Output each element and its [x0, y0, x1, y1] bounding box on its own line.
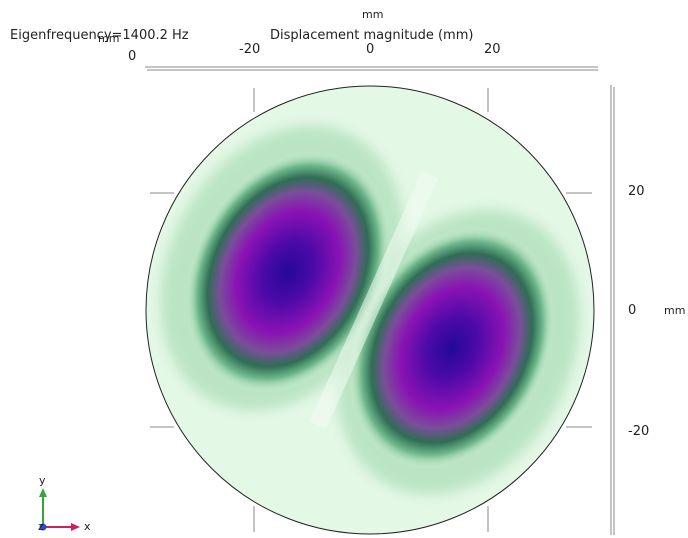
- displacement-lobe-lower-right: [348, 226, 556, 470]
- ruler-unit-top-left: mm: [98, 32, 120, 45]
- axis-triad: [39, 488, 80, 531]
- plot-title: Displacement magnitude (mm): [270, 28, 474, 43]
- nodal-line: [309, 171, 439, 429]
- membrane-disc: [145, 85, 595, 535]
- displacement-lobe-upper-left: [184, 150, 392, 394]
- y-axis-unit: mm: [664, 304, 686, 317]
- ruler-zero-top-left: 0: [128, 49, 137, 64]
- triad-x-label: x: [84, 520, 91, 533]
- y-tick-label: 20: [628, 184, 645, 199]
- right-ruler: [610, 85, 615, 535]
- x-axis-unit: mm: [362, 8, 384, 21]
- eigenfrequency-label: Eigenfrequency=1400.2 Hz: [10, 28, 189, 43]
- top-ruler: [145, 66, 598, 71]
- y-tick-label: -20: [628, 424, 650, 439]
- triad-z-label: z: [38, 520, 44, 533]
- x-tick-marks: [253, 88, 489, 532]
- y-tick-label: 0: [628, 303, 637, 318]
- x-tick-label: 0: [366, 42, 375, 57]
- y-tick-marks: [150, 192, 592, 428]
- x-tick-label: -20: [239, 42, 261, 57]
- x-tick-label: 20: [484, 42, 501, 57]
- triad-y-label: y: [39, 474, 46, 487]
